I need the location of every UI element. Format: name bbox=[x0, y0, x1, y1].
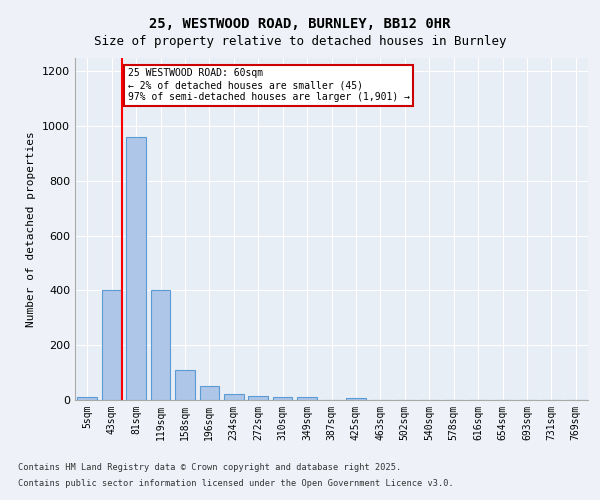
Bar bbox=[77, 398, 97, 400]
Bar bbox=[346, 398, 366, 400]
Text: 25 WESTWOOD ROAD: 60sqm
← 2% of detached houses are smaller (45)
97% of semi-det: 25 WESTWOOD ROAD: 60sqm ← 2% of detached… bbox=[128, 68, 410, 102]
Bar bbox=[248, 396, 268, 400]
Text: Contains HM Land Registry data © Crown copyright and database right 2025.: Contains HM Land Registry data © Crown c… bbox=[18, 464, 401, 472]
Y-axis label: Number of detached properties: Number of detached properties bbox=[26, 131, 37, 326]
Bar bbox=[151, 290, 170, 400]
Bar bbox=[224, 394, 244, 400]
Bar bbox=[102, 290, 121, 400]
Bar bbox=[127, 137, 146, 400]
Bar bbox=[273, 398, 292, 400]
Text: Contains public sector information licensed under the Open Government Licence v3: Contains public sector information licen… bbox=[18, 478, 454, 488]
Text: 25, WESTWOOD ROAD, BURNLEY, BB12 0HR: 25, WESTWOOD ROAD, BURNLEY, BB12 0HR bbox=[149, 18, 451, 32]
Text: Size of property relative to detached houses in Burnley: Size of property relative to detached ho… bbox=[94, 35, 506, 48]
Bar bbox=[297, 398, 317, 400]
Bar bbox=[200, 386, 219, 400]
Bar bbox=[175, 370, 194, 400]
